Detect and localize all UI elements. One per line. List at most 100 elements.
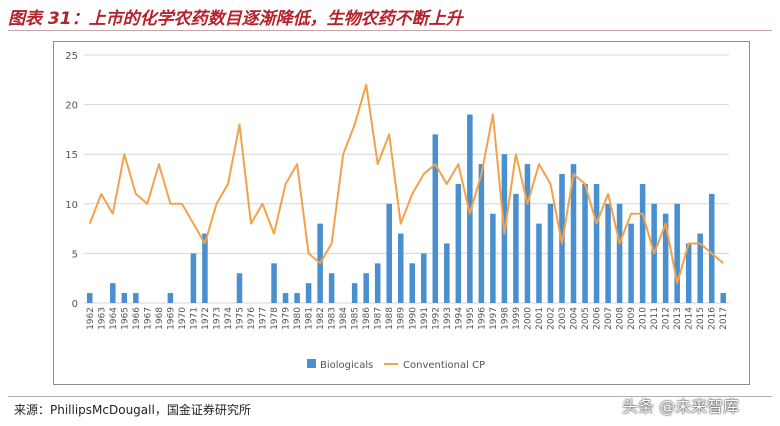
x-tick-label: 1999 (512, 307, 522, 330)
bar-biologicals-1988 (386, 203, 392, 303)
bar-biologicals-2010 (639, 183, 646, 303)
bar-biologicals-1985 (351, 283, 358, 303)
x-tick-label: 1986 (362, 307, 372, 330)
x-tick-label: 2015 (696, 307, 706, 330)
x-tick-label: 1985 (351, 307, 361, 330)
y-tick-label: 5 (72, 249, 78, 260)
legend-label-conventional-cp: Conventional CP (403, 360, 485, 371)
x-tick-label: 1987 (374, 307, 384, 330)
x-tick-label: 1974 (224, 307, 234, 330)
y-tick-label: 25 (65, 51, 78, 62)
footer-divider (8, 396, 772, 397)
bar-biologicals-1989 (397, 233, 404, 303)
x-tick-label: 1968 (155, 307, 165, 330)
x-tick-label: 1971 (189, 307, 199, 330)
x-tick-label: 1978 (270, 307, 280, 330)
title-divider (8, 30, 772, 31)
x-tick-label: 1963 (97, 307, 107, 330)
x-tick-label: 1962 (86, 307, 96, 330)
watermark: 头条 @未来智库 (622, 397, 740, 416)
x-tick-label: 1998 (500, 307, 510, 330)
x-tick-label: 1995 (466, 307, 476, 330)
bar-biologicals-1992 (432, 134, 439, 303)
y-tick-label: 0 (72, 299, 78, 310)
x-tick-label: 1981 (305, 307, 315, 330)
bar-biologicals-1990 (409, 263, 416, 303)
x-tick-label: 1994 (454, 307, 464, 330)
bar-biologicals-1987 (374, 263, 381, 303)
bar-biologicals-2015 (697, 233, 703, 303)
bar-biologicals-1999 (513, 193, 519, 303)
x-tick-label: 2011 (650, 307, 660, 330)
bar-biologicals-2009 (628, 223, 634, 303)
bar-biologicals-2007 (605, 203, 611, 303)
x-tick-label: 1973 (212, 307, 222, 330)
x-tick-label: 2017 (719, 307, 729, 330)
x-tick-label: 2012 (662, 307, 672, 330)
x-tick-label: 1991 (420, 307, 430, 330)
x-tick-label: 2010 (639, 307, 649, 330)
line-conventional-cp (88, 83, 724, 285)
x-tick-label: 2001 (535, 307, 545, 330)
bar-biologicals-1994 (455, 183, 462, 303)
bar-biologicals-1996 (478, 164, 485, 303)
x-tick-label: 1970 (178, 307, 188, 330)
bar-biologicals-2008 (616, 203, 623, 303)
bar-biologicals-1964 (110, 283, 116, 303)
bar-biologicals-2004 (570, 164, 577, 303)
bar-biologicals-2014 (685, 243, 692, 303)
bar-biologicals-2002 (547, 203, 554, 303)
bar-biologicals-1978 (271, 263, 277, 303)
y-tick-label: 15 (65, 150, 78, 161)
x-tick-label: 2004 (570, 307, 580, 330)
x-tick-label: 1975 (235, 307, 245, 330)
x-tick-label: 1984 (339, 307, 349, 330)
bar-biologicals-1966 (133, 293, 139, 303)
legend-swatch-biologicals (307, 359, 316, 368)
x-tick-label: 2008 (616, 307, 626, 330)
x-tick-label: 1997 (489, 307, 499, 330)
x-tick-label: 2009 (627, 307, 637, 330)
bar-biologicals-1997 (490, 213, 496, 303)
bar-biologicals-2005 (582, 183, 588, 303)
x-tick-label: 1989 (397, 307, 407, 330)
x-tick-label: 2002 (546, 307, 556, 330)
x-tick-label: 1972 (201, 307, 211, 330)
x-tick-label: 1964 (109, 307, 119, 330)
figure-title: 图表 31：上市的化学农药数目逐渐降低，生物农药不断上升 (8, 9, 463, 29)
bar-biologicals-1983 (328, 273, 335, 303)
bar-biologicals-1975 (236, 273, 243, 303)
x-tick-label: 1980 (293, 307, 303, 330)
bar-biologicals-2013 (674, 203, 680, 303)
x-tick-label: 1969 (166, 307, 176, 330)
bar-biologicals-1995 (467, 114, 473, 304)
y-tick-label: 20 (65, 101, 78, 112)
bar-biologicals-1991 (421, 253, 427, 303)
x-tick-label: 1967 (143, 307, 153, 330)
bar-biologicals-1981 (305, 283, 312, 303)
bar-biologicals-1962 (86, 293, 93, 303)
x-tick-label: 1979 (282, 307, 292, 330)
x-tick-label: 2005 (581, 307, 591, 330)
bar-biologicals-1971 (190, 253, 197, 303)
x-tick-label: 1992 (431, 307, 441, 330)
bar-biologicals-1993 (444, 243, 450, 303)
chart-frame: 0 5 10 15 20 25 1962 1963 1964 1965 1966 1967 1968 1… (53, 41, 750, 385)
bar-biologicals-1972 (202, 233, 208, 303)
bar-biologicals-1980 (294, 293, 300, 303)
bar-biologicals-1979 (282, 293, 289, 303)
bar-biologicals-1969 (167, 293, 174, 303)
bar-biologicals-2016 (708, 193, 715, 303)
x-tick-label: 2013 (673, 307, 683, 330)
bar-biologicals-2017 (720, 293, 727, 303)
x-tick-label: 1996 (477, 307, 487, 330)
x-tick-label: 1965 (120, 307, 130, 330)
bar-biologicals-2006 (593, 183, 600, 303)
x-tick-label: 2003 (558, 307, 568, 330)
x-tick-label: 2007 (604, 307, 614, 330)
x-tick-label: 1983 (328, 307, 338, 330)
x-tick-label: 1982 (316, 307, 326, 330)
x-tick-label: 1988 (385, 307, 395, 330)
x-tick-label: 1977 (259, 307, 269, 330)
